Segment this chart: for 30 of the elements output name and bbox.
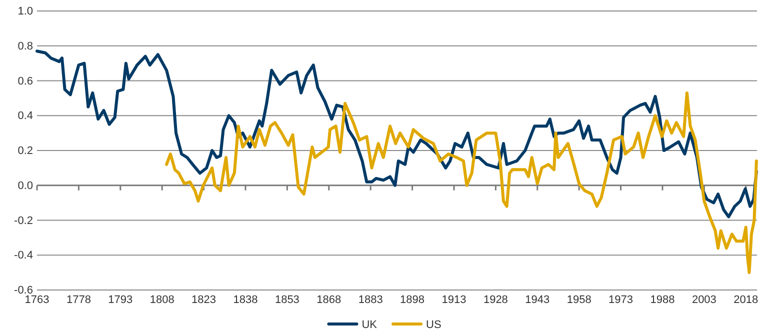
- x-tick-label: 1913: [442, 294, 466, 306]
- x-tick-label: 1793: [108, 294, 133, 306]
- x-tick-label: 1988: [650, 294, 675, 306]
- x-tick-label: 1883: [358, 294, 383, 306]
- y-tick-label: 0.6: [18, 75, 33, 88]
- y-tick-label: 0.2: [18, 145, 33, 158]
- y-tick-label: 0.4: [18, 110, 33, 122]
- x-tick-label: 1853: [274, 294, 300, 306]
- x-tick-label: 1823: [192, 294, 216, 306]
- y-tick-label: -0.2: [14, 214, 33, 227]
- line-series: [36, 50, 758, 218]
- x-tick-label: 1943: [525, 294, 550, 306]
- x-tick-label: 2003: [692, 294, 716, 306]
- x-tick-label: 1763: [24, 294, 50, 306]
- x-tick-label: 1778: [66, 294, 91, 306]
- legend-label: US: [426, 319, 442, 331]
- x-tick-label: 1808: [150, 294, 174, 306]
- legend-label: UK: [362, 319, 378, 331]
- x-tick-label: 1838: [233, 294, 258, 306]
- x-tick-label: 1898: [400, 294, 425, 306]
- x-tick-label: 2018: [734, 294, 758, 306]
- y-tick-label: -0.4: [14, 250, 33, 262]
- x-tick-label: 1868: [316, 294, 342, 306]
- line-series: [165, 91, 758, 274]
- x-tick-label: 1958: [566, 294, 592, 306]
- y-tick-label: 0.0: [18, 180, 33, 192]
- y-tick-label: 0.8: [18, 40, 33, 52]
- x-tick-label: 1973: [608, 294, 634, 306]
- x-tick-label: 1928: [483, 294, 508, 306]
- y-tick-label: 1.0: [18, 6, 33, 18]
